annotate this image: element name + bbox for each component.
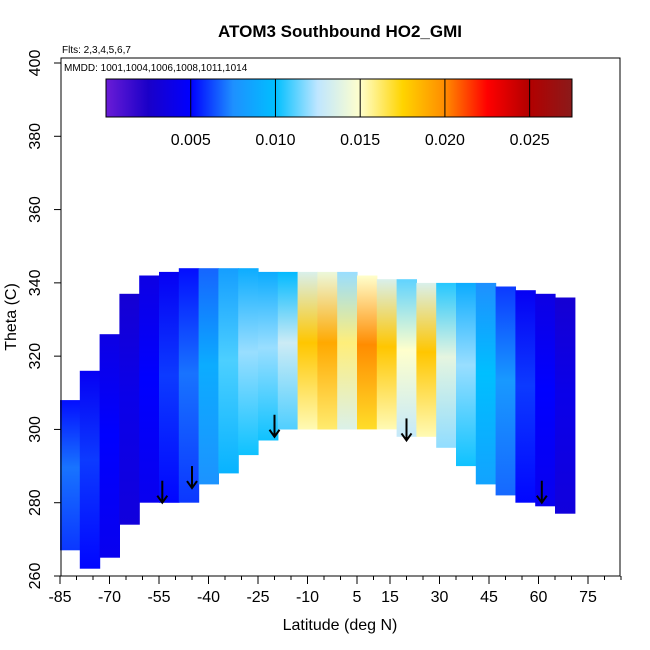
heatmap-column [238, 268, 259, 456]
heatmap-column [535, 293, 556, 507]
x-tick-label: -85 [48, 589, 71, 606]
y-tick-label: 380 [27, 123, 44, 150]
colorbar-frame [105, 78, 573, 118]
chart-flights-label: Flts: 2,3,4,5,6,7 [62, 45, 131, 56]
heatmap-column [60, 400, 81, 551]
colorbar: 0.005 0.010 0.015 0.020 0.025 [105, 78, 573, 149]
heatmap-column [277, 271, 299, 430]
y-tick-label: 280 [27, 489, 44, 516]
heatmap-column [139, 275, 160, 503]
heatmap-column [436, 282, 457, 448]
colorbar-tick-label: 0.020 [425, 132, 465, 149]
heatmap-column [79, 370, 101, 569]
chart-title: ATOM3 Southbound HO2_GMI [218, 22, 462, 41]
y-tick-label: 400 [27, 50, 44, 77]
heatmap-column [317, 271, 338, 430]
x-tick-label: 60 [530, 589, 548, 606]
heatmap-column [258, 271, 279, 441]
flight-arrow [186, 466, 198, 490]
y-axis: 260 280 300 320 340 360 380 400 [27, 50, 61, 590]
x-tick-label: 5 [353, 589, 362, 606]
colorbar-tick-label: 0.005 [171, 132, 211, 149]
heatmap-column [297, 271, 318, 430]
heatmap-column [495, 286, 516, 496]
heatmap-column [396, 279, 417, 437]
flight-arrow [400, 418, 413, 443]
heatmap-column [456, 282, 477, 467]
colorbar-tick-label: 0.010 [255, 132, 295, 149]
x-tick-label: 45 [480, 589, 498, 606]
x-tick-label: 30 [431, 589, 449, 606]
heatmap-column [357, 275, 378, 430]
colorbar-gradient [106, 79, 572, 117]
heatmap-column [337, 271, 358, 430]
flight-arrow [156, 480, 169, 505]
x-tick-label: -10 [296, 589, 319, 606]
heatmap-column [515, 290, 536, 503]
heatmap-column [198, 268, 219, 485]
x-axis: -85 -70 -55 -40 -25 -10 5 15 30 45 60 75 [48, 576, 622, 606]
colorbar-tick-label: 0.025 [510, 132, 550, 149]
x-tick-label: -40 [197, 589, 220, 606]
heatmap-column [475, 282, 497, 485]
y-tick-label: 340 [27, 269, 44, 296]
y-tick-label: 360 [27, 196, 44, 223]
chart-dates-label: MMDD: 1001,1004,1006,1008,1011,1014 [64, 63, 248, 74]
flight-arrow [535, 480, 548, 505]
heatmap-column [218, 268, 239, 474]
heatmap-column [555, 297, 576, 514]
x-axis-label: Latitude (deg N) [283, 617, 398, 634]
colorbar-tick-label: 0.015 [340, 132, 380, 149]
heatmap-column [119, 293, 140, 525]
y-tick-label: 260 [27, 563, 44, 590]
heatmap-column [159, 271, 180, 503]
heatmap-column [376, 279, 398, 430]
x-tick-label: 15 [381, 589, 399, 606]
flight-arrow [268, 414, 281, 439]
x-tick-label: 75 [579, 589, 597, 606]
x-tick-label: -25 [246, 589, 269, 606]
y-tick-label: 320 [27, 343, 44, 370]
plot-area [60, 268, 576, 569]
heatmap-column [99, 334, 120, 558]
y-tick-label: 300 [27, 416, 44, 443]
y-axis-label: Theta (C) [3, 283, 20, 351]
x-tick-label: -55 [147, 589, 170, 606]
heatmap-column [178, 268, 200, 503]
x-tick-label: -70 [98, 589, 121, 606]
heatmap-column [416, 282, 437, 437]
